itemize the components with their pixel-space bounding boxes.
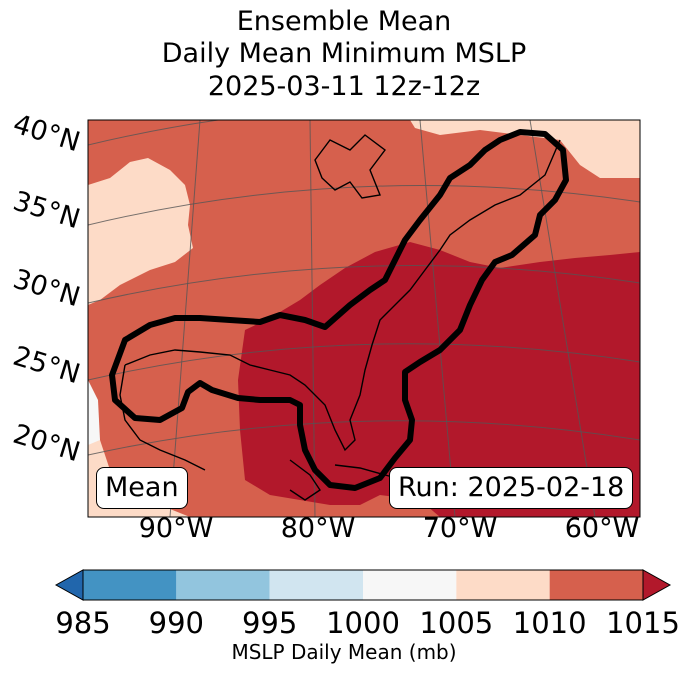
colorbar-over-arrow (642, 569, 672, 601)
title-line-3: 2025-03-11 12z-12z (207, 71, 481, 102)
pressure-field-1000-sw (88, 380, 100, 445)
colorbar-tick-label: 1010 (512, 606, 587, 640)
colorbar-tick-label: 990 (148, 606, 205, 640)
lon-label-60: 60°W (564, 513, 640, 544)
colorbar-tick-label: 1015 (606, 606, 680, 640)
colorbar-frame (82, 569, 644, 601)
lon-label-90: 90°W (138, 513, 214, 544)
colorbar-segment (269, 570, 363, 600)
colorbar (54, 569, 672, 601)
coastline-great-lakes (314, 134, 386, 199)
lon-label-70: 70°W (422, 513, 498, 544)
colorbar-label: MSLP Daily Mean (mb) (231, 640, 457, 664)
colorbar-tick-label: 995 (241, 606, 298, 640)
colorbar-tick-label: 1000 (326, 606, 400, 640)
mean-label-box: Mean (96, 467, 188, 509)
colorbar-segment (363, 570, 457, 600)
colorbar-tick-label: 985 (55, 606, 111, 640)
colorbar-segment (549, 570, 643, 600)
coastline-yucatan (289, 459, 321, 501)
colorbar-segment (176, 570, 270, 600)
lon-label-80: 80°W (280, 513, 356, 544)
pressure-field-1015 (238, 242, 640, 517)
run-label-box: Run: 2025-02-18 (389, 467, 634, 509)
colorbar-segment (83, 570, 177, 600)
colorbar-segment (456, 570, 550, 600)
coastline-east (124, 139, 561, 452)
pressure-field-1005-west (88, 158, 193, 305)
title-line-1: Ensemble Mean (236, 6, 452, 37)
colorbar-under-arrow (54, 569, 84, 601)
pressure-field-1005-ne (410, 120, 640, 178)
colorbar-tick-label: 1005 (419, 606, 494, 640)
title-line-2: Daily Mean Minimum MSLP (161, 38, 527, 69)
threshold-contour (109, 129, 569, 491)
coastline-gulf-mexico (119, 364, 206, 471)
